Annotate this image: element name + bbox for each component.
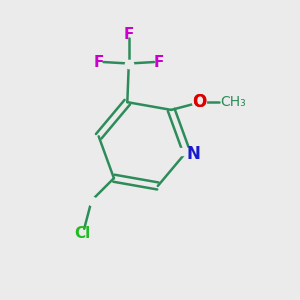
Text: CH₃: CH₃ bbox=[220, 95, 246, 110]
Text: F: F bbox=[94, 55, 104, 70]
Text: O: O bbox=[192, 94, 207, 112]
Text: O: O bbox=[192, 94, 207, 112]
Text: F: F bbox=[124, 27, 134, 42]
Text: Cl: Cl bbox=[75, 226, 91, 241]
Text: F: F bbox=[153, 55, 164, 70]
Text: N: N bbox=[186, 145, 200, 163]
